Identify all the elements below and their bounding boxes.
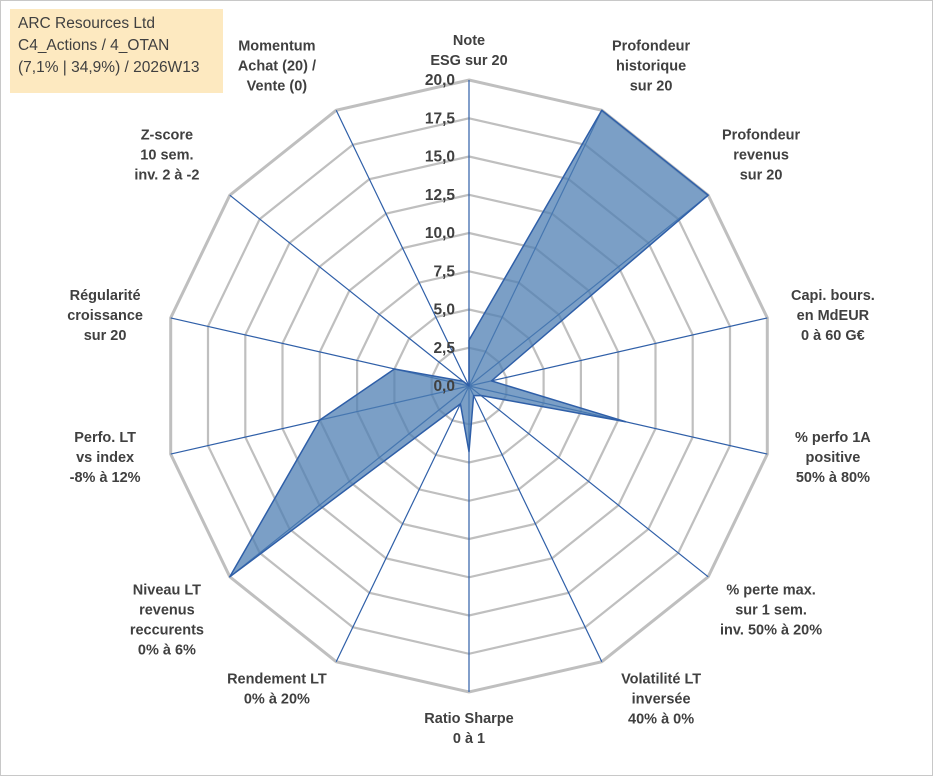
axis-spoke	[468, 385, 709, 578]
axis-label: Perfo. LT vs index -8% à 12%	[70, 430, 141, 486]
axis-label-line: Momentum	[238, 39, 315, 55]
axis-label: Z-score 10 sem. inv. 2 à -2	[134, 128, 199, 184]
axis-label-line: Ratio Sharpe	[424, 711, 513, 727]
axis-label: Profondeur revenus sur 20	[722, 128, 800, 184]
axis-spoke	[335, 385, 470, 662]
axis-label: Rendement LT 0% à 20%	[227, 671, 327, 707]
tick-layer: 0,0 2,5 5,0 7,5 10,0 12,5 15,0 17,5 20,0	[425, 72, 456, 395]
axis-label: Volatilité LT inversée 40% à 0%	[621, 671, 701, 727]
axis-label-line: 0% à 6%	[138, 643, 196, 659]
axis-label-line: Profondeur	[722, 128, 800, 144]
axis-label-line: sur 20	[630, 79, 673, 95]
axis-spoke	[468, 317, 768, 387]
tick-label: 12,5	[425, 187, 456, 204]
tick-label: 2,5	[433, 340, 455, 357]
axis-label-line: 0% à 20%	[244, 691, 310, 707]
axis-label: Niveau LT revenus reccurents 0% à 6%	[130, 583, 204, 659]
axis-label-line: Niveau LT	[133, 583, 201, 599]
axis-label-line: 0 à 1	[453, 731, 485, 747]
axis-label-line: sur 20	[740, 168, 783, 184]
axis-label-line: % perte max.	[726, 583, 815, 599]
axis-label-line: revenus	[733, 148, 789, 164]
axis-label-line: Rendement LT	[227, 671, 327, 687]
axis-label: Momentum Achat (20) / Vente (0)	[238, 39, 316, 95]
company-name: ARC Resources Ltd	[18, 15, 155, 32]
axis-spoke	[468, 385, 603, 662]
axis-label-line: inv. 50% à 20%	[720, 623, 822, 639]
axis-label-line: Note	[453, 33, 485, 49]
axis-label-line: reccurents	[130, 623, 204, 639]
axis-label-line: inversée	[632, 691, 691, 707]
axis-label: Ratio Sharpe 0 à 1	[424, 711, 513, 747]
axis-label-line: 0 à 60 G€	[801, 328, 865, 344]
axis-spoke	[335, 110, 470, 387]
axis-label-line: Capi. bours.	[791, 288, 875, 304]
tick-label: 15,0	[425, 149, 455, 166]
portfolio-category: C4_Actions / 4_OTAN	[18, 37, 170, 54]
tick-label: 10,0	[425, 225, 455, 242]
tick-label: 5,0	[433, 302, 455, 319]
axis-label-line: Z-score	[141, 128, 193, 144]
axis-label-line: Volatilité LT	[621, 671, 701, 687]
axis-label-line: croissance	[67, 308, 143, 324]
axis-label: Profondeur historique sur 20	[612, 39, 690, 95]
axis-label: Capi. bours. en MdEUR 0 à 60 G€	[791, 288, 875, 344]
tick-label: 0,0	[433, 378, 455, 395]
axis-label-line: Profondeur	[612, 39, 690, 55]
axis-label-line: % perfo 1A	[795, 430, 871, 446]
axis-label-line: en MdEUR	[797, 308, 870, 324]
tick-label: 17,5	[425, 110, 456, 127]
axis-label-line: 40% à 0%	[628, 711, 694, 727]
tick-label: 7,5	[433, 263, 455, 280]
axis-label-line: revenus	[139, 603, 195, 619]
axis-label-line: inv. 2 à -2	[134, 168, 199, 184]
axis-label-line: Vente (0)	[247, 79, 308, 95]
axis-label-line: positive	[806, 450, 861, 466]
axis-label-line: historique	[616, 59, 686, 75]
series-layer	[229, 109, 709, 578]
axis-label-line: 10 sem.	[140, 148, 193, 164]
axis-label-line: sur 20	[84, 328, 127, 344]
axis-label-line: -8% à 12%	[70, 470, 141, 486]
axis-label-line: Achat (20) /	[238, 59, 316, 75]
axis-label: Note ESG sur 20	[430, 33, 507, 69]
axis-label: % perfo 1A positive 50% à 80%	[795, 430, 871, 486]
axis-label-line: Perfo. LT	[74, 430, 136, 446]
axis-spoke	[229, 194, 470, 387]
info-box: ARC Resources Ltd C4_Actions / 4_OTAN (7…	[10, 9, 223, 93]
axis-label-line: 50% à 80%	[796, 470, 870, 486]
axis-label-line: sur 1 sem.	[735, 603, 807, 619]
axis-label-line: vs index	[76, 450, 134, 466]
axis-label: % perte max. sur 1 sem. inv. 50% à 20%	[720, 583, 822, 639]
axis-label-line: Régularité	[70, 288, 141, 304]
tick-label: 20,0	[425, 72, 455, 89]
axis-label: Régularité croissance sur 20	[67, 288, 143, 344]
performance-week: (7,1% | 34,9%) / 2026W13	[18, 59, 200, 76]
label-layer: Note ESG sur 20 Profondeur historique sur 20…	[67, 33, 875, 747]
axis-label-line: ESG sur 20	[430, 53, 507, 69]
